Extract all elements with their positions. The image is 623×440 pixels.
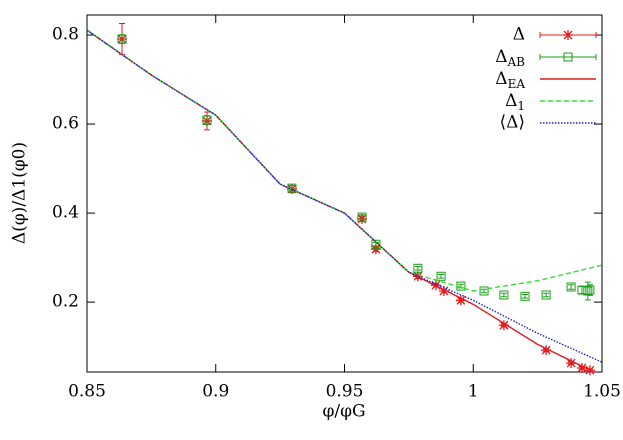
x-tick-label: 0.85	[68, 382, 106, 402]
error-bar	[543, 292, 550, 298]
legend-label-main: Δ	[505, 91, 517, 111]
marker	[566, 282, 576, 292]
marker	[436, 271, 446, 281]
legend-label-main: Δ	[495, 69, 507, 89]
legend-label: Δ	[513, 25, 525, 45]
error-bar	[414, 266, 421, 271]
marker	[357, 212, 367, 222]
marker	[479, 286, 489, 296]
marker	[584, 365, 595, 376]
error-bar	[500, 292, 507, 298]
x-tick-label: 1	[468, 382, 479, 402]
x-tick-label: 0.9	[202, 382, 229, 402]
marker	[563, 52, 573, 62]
y-tick-label: 0.6	[52, 114, 79, 134]
error-bar	[438, 274, 445, 279]
marker	[371, 239, 381, 249]
marker	[566, 358, 577, 369]
legend-label: ⟨Δ⟩	[499, 113, 525, 133]
marker	[455, 295, 466, 306]
marker	[585, 285, 595, 295]
marker	[413, 263, 423, 273]
marker	[541, 345, 552, 356]
legend-label: ΔEA	[495, 69, 525, 91]
error-bar	[359, 214, 366, 220]
marker	[541, 290, 551, 300]
line	[86, 29, 603, 363]
x-tick-label: 0.95	[326, 382, 364, 402]
marker	[370, 244, 381, 255]
marker	[498, 320, 509, 331]
marker	[520, 291, 530, 301]
marker	[563, 30, 573, 40]
legend-label-sub: 1	[517, 99, 525, 113]
legend-swatch	[539, 54, 597, 60]
marker	[438, 285, 449, 296]
error-bar	[568, 284, 575, 290]
legend-label-sub: EA	[508, 77, 526, 91]
x-tick-label: 1.05	[583, 382, 621, 402]
legend-label-main: Δ	[495, 47, 507, 67]
legend-label: ΔAB	[495, 47, 525, 69]
line	[86, 29, 603, 292]
y-tick-label: 0.8	[52, 25, 79, 45]
marker	[117, 34, 127, 44]
y-tick-label: 0.4	[52, 203, 79, 223]
legend-label: Δ1	[505, 91, 525, 113]
y-axis-label: Δ(φ)/Δ1(φ0)	[10, 142, 30, 244]
plot-frame	[86, 14, 603, 373]
legend-label-sub: AB	[507, 55, 526, 69]
marker	[202, 115, 212, 125]
x-axis-label: φ/φG	[322, 402, 365, 422]
y-tick-label: 0.2	[52, 292, 79, 312]
marker	[576, 362, 587, 373]
marker	[499, 290, 509, 300]
error-bar	[522, 294, 529, 299]
